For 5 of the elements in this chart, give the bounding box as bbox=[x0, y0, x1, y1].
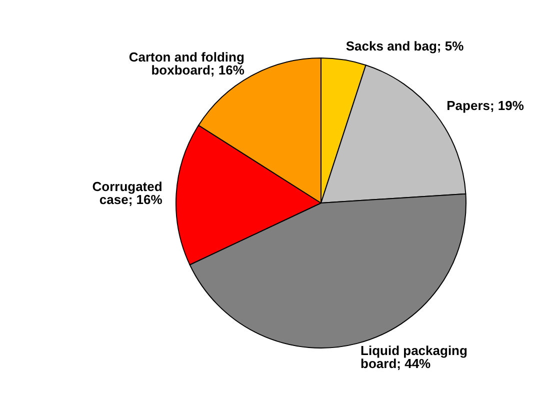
slice-label: Carton and folding boxboard; 16% bbox=[128, 50, 245, 78]
slice-label: Liquid packaging board; 44% bbox=[360, 343, 468, 372]
slice-label: Sacks and bag; 5% bbox=[346, 38, 464, 54]
slice-label: Corrugated case; 16% bbox=[92, 179, 163, 208]
slice-label: Papers; 19% bbox=[446, 98, 524, 114]
